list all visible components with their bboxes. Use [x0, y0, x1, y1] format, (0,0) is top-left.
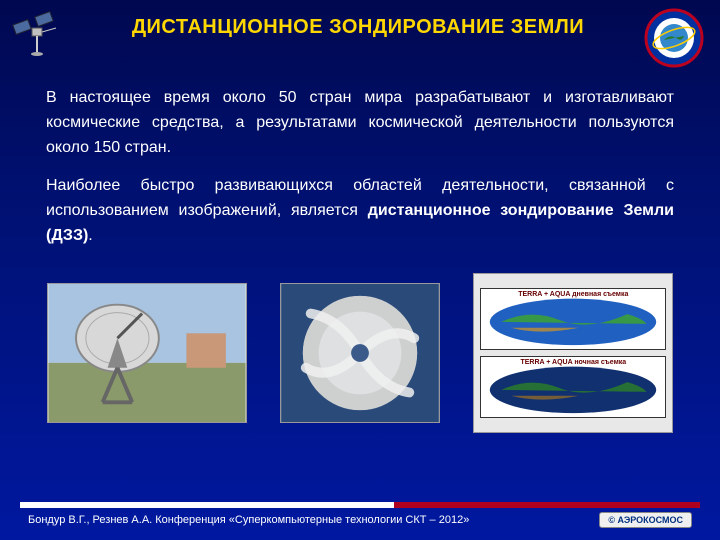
image-hurricane	[280, 283, 440, 423]
map-night-label: TERRA + AQUA ночная съемка	[481, 359, 665, 366]
footer: Бондур В.Г., Резнев А.А. Конференция «Су…	[0, 502, 720, 540]
aerocosmos-emblem	[644, 8, 704, 68]
para2-tail: .	[88, 227, 92, 244]
satellite-icon	[8, 8, 72, 64]
image-ground-station	[47, 283, 247, 423]
paragraph-2: Наиболее быстро развивающихся областей д…	[46, 174, 674, 248]
slide-container: ДИСТАНЦИОННОЕ ЗОНДИРОВАНИЕ ЗЕМЛИ В насто…	[0, 0, 720, 540]
map-day: TERRA + AQUA дневная съемка	[480, 288, 666, 350]
footer-copyright-badge: © АЭРОКОСМОС	[599, 512, 692, 528]
map-night: TERRA + AQUA ночная съемка	[480, 356, 666, 418]
body-text: В настоящее время около 50 стран мира ра…	[0, 68, 720, 249]
slide-title: ДИСТАНЦИОННОЕ ЗОНДИРОВАНИЕ ЗЕМЛИ	[72, 8, 644, 39]
header-row: ДИСТАНЦИОННОЕ ЗОНДИРОВАНИЕ ЗЕМЛИ	[0, 0, 720, 68]
map-day-label: TERRA + AQUA дневная съемка	[481, 291, 665, 298]
footer-content: Бондур В.Г., Резнев А.А. Конференция «Су…	[0, 508, 720, 528]
images-row: TERRA + AQUA дневная съемка TERRA + AQUA…	[0, 263, 720, 433]
image-earth-maps: TERRA + AQUA дневная съемка TERRA + AQUA…	[473, 273, 673, 433]
footer-citation: Бондур В.Г., Резнев А.А. Конференция «Су…	[28, 514, 469, 526]
paragraph-1: В настоящее время около 50 стран мира ра…	[46, 86, 674, 160]
